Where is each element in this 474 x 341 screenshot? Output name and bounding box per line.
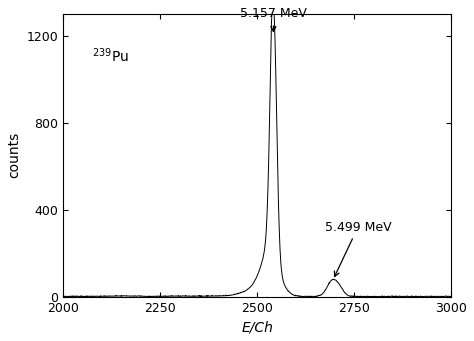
Text: 5.499 MeV: 5.499 MeV xyxy=(325,221,392,277)
Y-axis label: counts: counts xyxy=(7,132,21,178)
Text: $^{239}$Pu: $^{239}$Pu xyxy=(92,46,129,65)
Text: 5.157 MeV: 5.157 MeV xyxy=(240,8,307,31)
X-axis label: E/Ch: E/Ch xyxy=(241,320,273,334)
